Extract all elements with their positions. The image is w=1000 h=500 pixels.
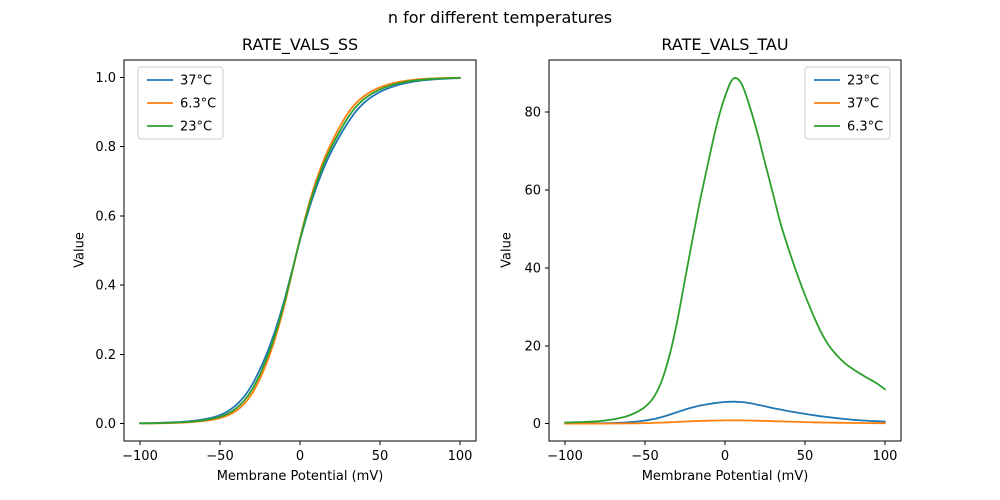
- x-tick-label: 50: [797, 449, 814, 464]
- x-tick-label: 0: [296, 449, 304, 464]
- series-line: [139, 76, 461, 425]
- legend-entry-label: 23°C: [847, 74, 879, 89]
- figure-title: n for different temperatures: [387, 8, 613, 27]
- series-line: [564, 77, 886, 424]
- legend-entry-label: 37°C: [180, 74, 212, 89]
- y-tick-label: 0: [533, 417, 541, 432]
- x-tick-label: 50: [372, 449, 389, 464]
- y-tick-label: 0.2: [95, 348, 116, 363]
- left-y-axis-label: Value: [72, 232, 88, 268]
- y-tick-label: 1.0: [95, 71, 116, 86]
- x-tick-label: 0: [721, 449, 729, 464]
- right-chart-title: RATE_VALS_TAU: [661, 35, 789, 54]
- y-tick-label: 0.6: [95, 209, 116, 224]
- chart-rate-vals-tau: −100 −50 0 50 100 0 20 40 60 80 23°C 37°C 6.3°C: [524, 59, 902, 464]
- y-tick-label: 0.8: [95, 140, 116, 155]
- right-x-axis-label: Membrane Potential (mV): [641, 469, 809, 484]
- y-tick-label: 60: [524, 183, 541, 198]
- x-tick-label: −50: [206, 449, 233, 464]
- left-x-axis-label: Membrane Potential (mV): [216, 469, 384, 484]
- x-tick-label: 100: [873, 449, 898, 464]
- legend: 37°C 6.3°C 23°C: [137, 66, 224, 140]
- legend-entry-label: 6.3°C: [180, 97, 216, 112]
- right-y-axis-label: Value: [499, 232, 515, 268]
- legend-frame: [137, 66, 224, 140]
- legend-frame: [804, 66, 891, 140]
- y-tick-label: 40: [524, 261, 541, 276]
- legend-entry-label: 37°C: [847, 97, 879, 112]
- legend: 23°C 37°C 6.3°C: [804, 66, 891, 140]
- series-line: [564, 419, 886, 425]
- x-tick-label: −100: [547, 449, 583, 464]
- chart-rate-vals-ss: −100 −50 0 50 100 0.0 0.2 0.4 0.6 0.8 1.0 37°C 6.3°C…: [95, 59, 477, 464]
- y-tick-label: 20: [524, 339, 541, 354]
- legend-entry-label: 23°C: [180, 120, 212, 135]
- y-tick-label: 0.0: [95, 417, 116, 432]
- x-tick-label: −50: [631, 449, 658, 464]
- legend-entry-label: 6.3°C: [847, 120, 883, 135]
- left-chart-title: RATE_VALS_SS: [241, 35, 359, 54]
- x-tick-label: −100: [122, 449, 158, 464]
- x-tick-label: 100: [448, 449, 473, 464]
- y-tick-label: 80: [524, 106, 541, 121]
- y-tick-label: 0.4: [95, 279, 116, 294]
